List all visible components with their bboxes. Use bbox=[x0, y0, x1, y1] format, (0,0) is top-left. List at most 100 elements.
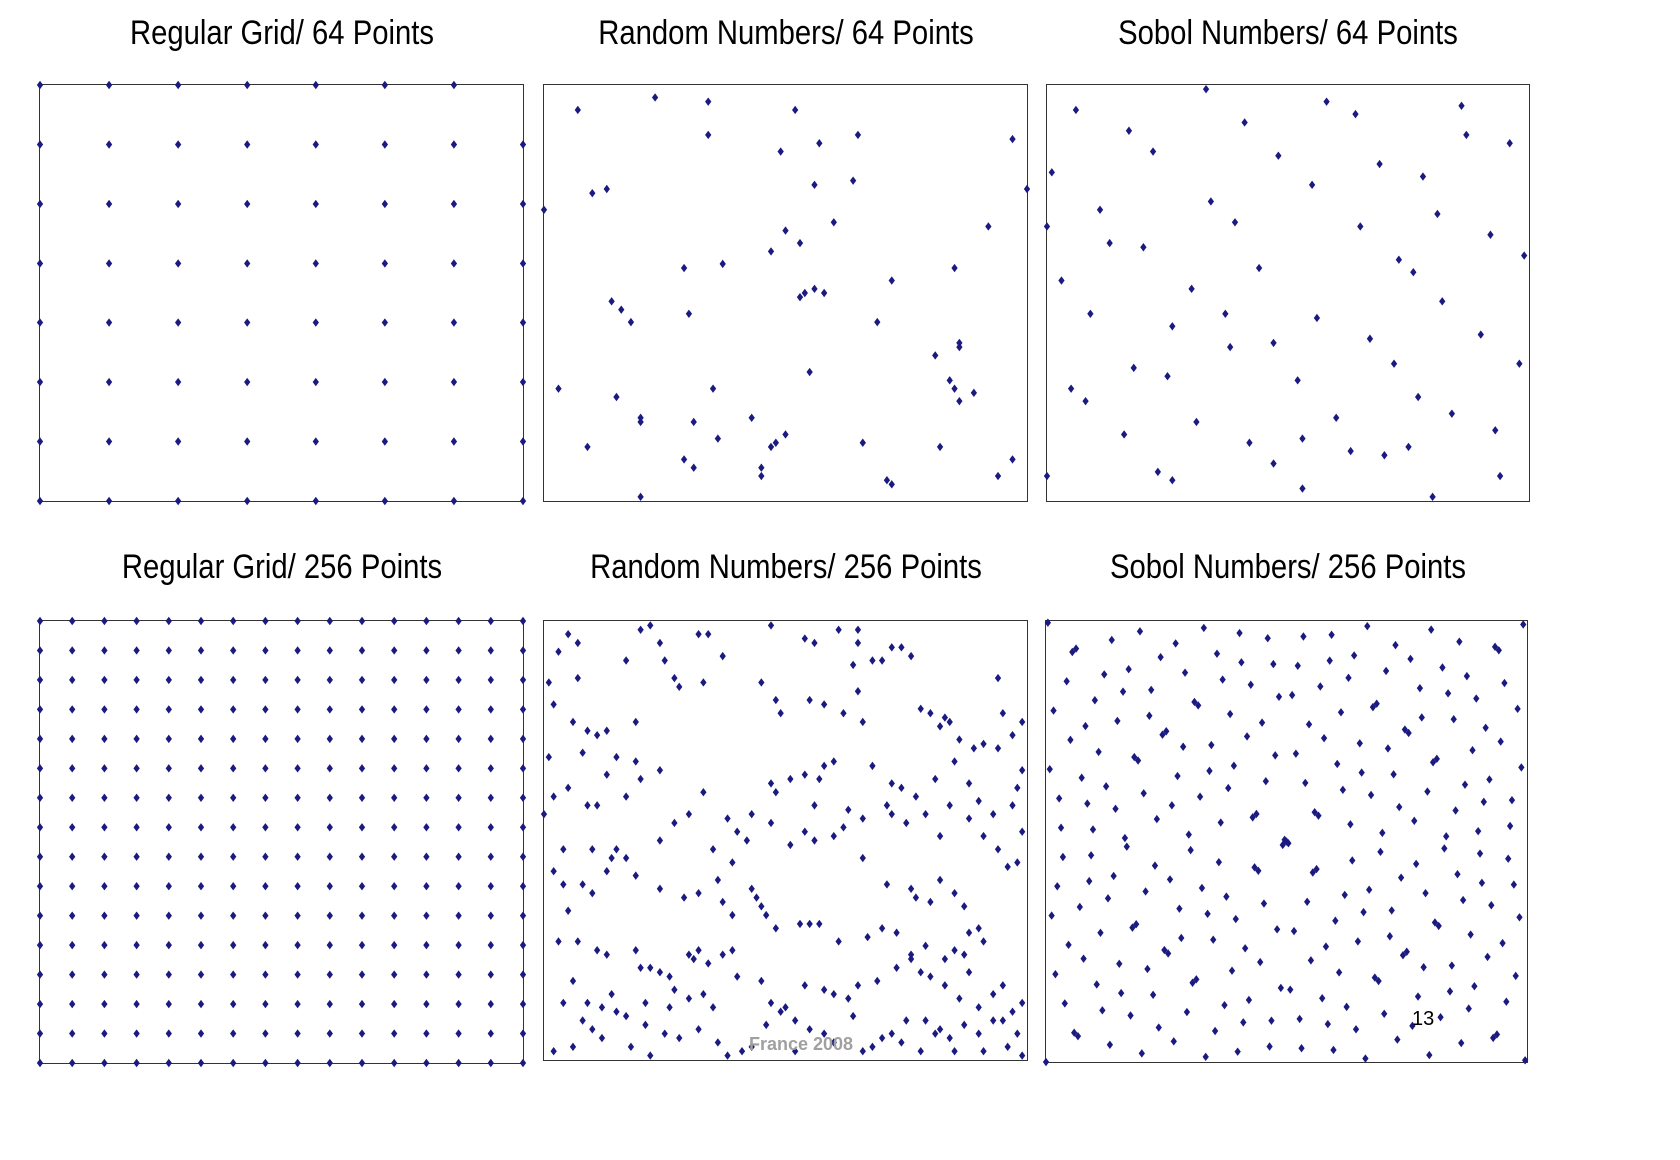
data-point bbox=[1072, 105, 1080, 115]
data-point bbox=[1219, 675, 1226, 684]
data-point bbox=[197, 999, 205, 1009]
data-point bbox=[391, 970, 398, 979]
data-point bbox=[734, 827, 741, 836]
data-point bbox=[1381, 451, 1388, 460]
data-point bbox=[811, 180, 818, 190]
data-point bbox=[423, 675, 430, 685]
data-point bbox=[709, 384, 717, 393]
data-point bbox=[709, 845, 717, 854]
data-point bbox=[796, 238, 804, 248]
data-point bbox=[550, 792, 557, 801]
data-point bbox=[244, 496, 251, 506]
data-point bbox=[1275, 692, 1283, 701]
data-point bbox=[391, 705, 398, 714]
data-point bbox=[729, 858, 736, 867]
data-point bbox=[230, 940, 237, 950]
data-point bbox=[1347, 820, 1354, 829]
data-point bbox=[907, 651, 915, 661]
data-point bbox=[1480, 797, 1487, 807]
data-point bbox=[1410, 268, 1417, 277]
data-point bbox=[772, 924, 779, 933]
data-point bbox=[423, 823, 430, 832]
data-point bbox=[932, 1029, 939, 1038]
data-point bbox=[165, 675, 172, 685]
data-point bbox=[946, 801, 953, 810]
data-point bbox=[165, 852, 172, 861]
data-point bbox=[262, 940, 269, 950]
data-point bbox=[423, 911, 430, 920]
data-point bbox=[1302, 778, 1309, 788]
data-point bbox=[1208, 740, 1215, 750]
data-point bbox=[584, 726, 591, 735]
data-point bbox=[888, 276, 895, 285]
data-point bbox=[1231, 218, 1239, 227]
data-point bbox=[782, 226, 789, 235]
data-point bbox=[685, 994, 693, 1003]
data-point bbox=[801, 634, 808, 643]
data-point bbox=[1089, 825, 1097, 834]
data-point bbox=[101, 823, 108, 832]
data-point bbox=[1332, 916, 1339, 925]
data-point bbox=[1343, 1002, 1350, 1012]
data-point bbox=[1042, 1057, 1050, 1067]
data-point bbox=[1414, 992, 1422, 1001]
data-point bbox=[705, 130, 712, 140]
data-point bbox=[1245, 995, 1253, 1005]
data-point bbox=[36, 199, 44, 209]
data-point bbox=[1488, 901, 1495, 910]
data-point bbox=[1206, 766, 1213, 776]
data-point bbox=[1087, 309, 1094, 318]
data-point bbox=[961, 902, 968, 911]
data-point bbox=[391, 882, 398, 891]
data-point bbox=[1125, 126, 1133, 135]
data-point bbox=[36, 496, 44, 506]
data-point bbox=[811, 801, 818, 810]
data-point bbox=[294, 940, 301, 950]
data-point bbox=[1071, 1028, 1078, 1037]
data-point bbox=[519, 823, 527, 832]
data-point bbox=[1448, 409, 1456, 418]
data-point bbox=[936, 722, 944, 731]
data-point bbox=[869, 1042, 876, 1052]
data-point bbox=[197, 823, 205, 832]
data-point bbox=[1382, 666, 1390, 676]
data-point bbox=[1102, 782, 1110, 791]
data-point bbox=[358, 675, 366, 685]
data-point bbox=[455, 882, 462, 891]
data-point bbox=[550, 1047, 557, 1056]
data-point bbox=[1164, 372, 1171, 381]
data-point bbox=[381, 80, 389, 90]
data-point bbox=[1174, 771, 1181, 781]
data-point bbox=[830, 831, 837, 841]
data-point bbox=[1324, 1019, 1331, 1029]
data-point bbox=[1334, 759, 1341, 769]
data-point bbox=[1104, 894, 1112, 903]
data-point bbox=[36, 764, 44, 773]
data-point bbox=[1482, 723, 1489, 733]
data-point bbox=[690, 463, 697, 472]
data-point bbox=[951, 757, 958, 766]
data-point bbox=[69, 646, 76, 655]
data-point bbox=[262, 970, 269, 979]
data-point bbox=[1019, 827, 1026, 836]
data-point bbox=[1487, 230, 1494, 239]
data-point bbox=[262, 823, 269, 832]
data-point bbox=[1155, 1023, 1162, 1032]
data-point bbox=[806, 367, 813, 377]
data-point bbox=[787, 774, 794, 784]
data-point bbox=[69, 1058, 76, 1068]
data-point bbox=[1508, 795, 1516, 805]
data-point bbox=[647, 1051, 654, 1060]
data-point bbox=[423, 616, 430, 626]
data-point bbox=[230, 852, 237, 861]
data-point bbox=[1149, 990, 1157, 1000]
data-point bbox=[312, 377, 319, 387]
data-point bbox=[763, 910, 770, 920]
data-point bbox=[358, 1029, 366, 1038]
data-point bbox=[753, 893, 760, 902]
data-point bbox=[1082, 396, 1089, 406]
data-point bbox=[262, 882, 269, 891]
data-point bbox=[671, 985, 678, 994]
data-point bbox=[69, 970, 76, 979]
data-point bbox=[647, 963, 654, 973]
